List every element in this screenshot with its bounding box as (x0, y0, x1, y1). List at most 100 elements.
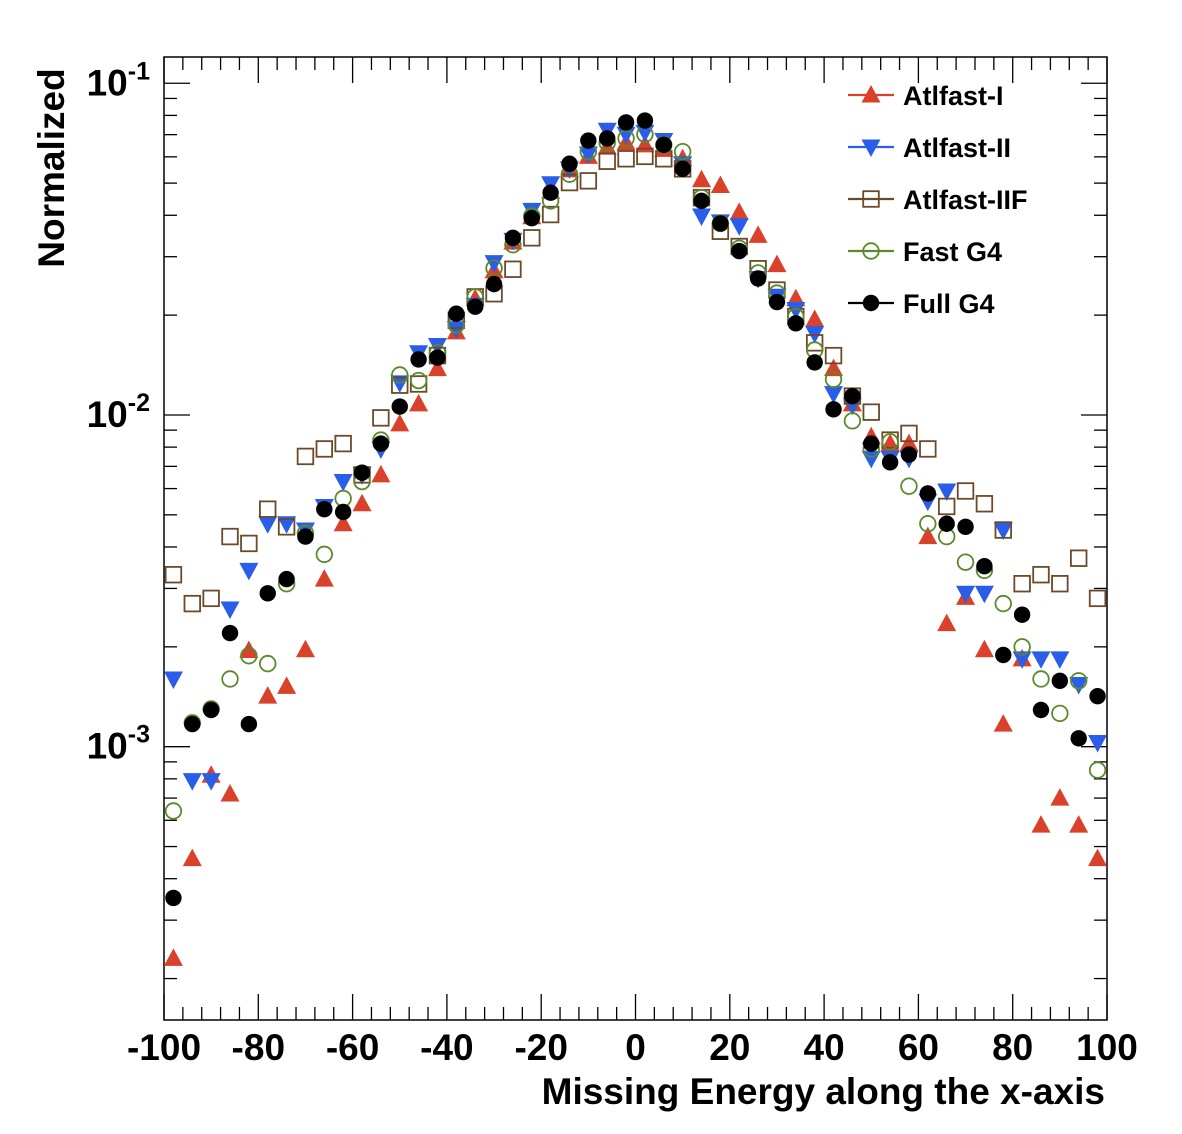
data-point (1070, 730, 1087, 747)
data-point (974, 639, 994, 658)
data-point (1013, 638, 1031, 656)
data-point (164, 802, 183, 820)
data-point (259, 500, 277, 518)
x-tick-label: 0 (625, 1027, 646, 1068)
data-point (390, 375, 410, 393)
data-point (277, 518, 296, 536)
data-point (1051, 704, 1069, 723)
data-point (976, 558, 993, 575)
data-point (542, 184, 559, 201)
data-point (259, 654, 277, 673)
data-point (1088, 848, 1108, 867)
data-point (446, 321, 466, 339)
legend-label: Fast G4 (903, 237, 1002, 267)
data-point (1069, 676, 1089, 695)
legend-marker (861, 139, 881, 157)
data-point (220, 601, 240, 620)
data-point (239, 640, 259, 658)
data-point (692, 208, 712, 226)
data-point (163, 948, 183, 966)
x-tick-label: 40 (804, 1027, 845, 1068)
legend-marker (862, 294, 880, 312)
data-point (1088, 761, 1107, 779)
data-point (314, 569, 334, 587)
data-point (1031, 815, 1051, 833)
data-point (937, 483, 957, 501)
data-point (578, 146, 598, 165)
y-axis-label: Normalized (31, 68, 72, 267)
data-point (277, 676, 297, 694)
data-point (372, 435, 390, 452)
data-point (673, 142, 692, 161)
data-point (881, 433, 899, 451)
series-full-g4 (165, 112, 1106, 907)
data-point (692, 169, 712, 188)
data-point (937, 613, 957, 632)
data-point (956, 482, 975, 500)
data-point (900, 424, 918, 443)
data-point (1088, 589, 1107, 608)
data-point (391, 376, 409, 394)
data-point (881, 454, 899, 471)
data-point (1089, 687, 1106, 705)
data-point (220, 784, 240, 802)
series-atlfast-ii (163, 122, 1108, 791)
data-point (844, 387, 861, 405)
data-point (580, 132, 597, 149)
data-point (937, 497, 956, 516)
series-fast-g4 (164, 125, 1107, 820)
data-point (1088, 734, 1108, 753)
data-point (523, 229, 541, 247)
data-point (334, 503, 352, 521)
data-point (579, 172, 598, 190)
data-point (786, 288, 806, 307)
data-point (805, 309, 825, 328)
data-point (862, 403, 880, 421)
data-point (1070, 549, 1088, 567)
data-point (163, 671, 183, 689)
data-point (994, 521, 1012, 539)
data-point (900, 477, 918, 495)
data-point (616, 126, 636, 145)
data-point (729, 218, 749, 236)
data-point (1013, 606, 1031, 623)
data-point (240, 715, 258, 733)
x-tick-label: 60 (898, 1027, 939, 1068)
data-point (484, 255, 504, 273)
data-point (278, 570, 295, 588)
data-point (880, 433, 900, 452)
data-point (333, 513, 353, 532)
data-point (899, 433, 919, 452)
data-point (561, 155, 578, 172)
data-point (1051, 672, 1069, 689)
data-point (334, 434, 352, 453)
data-point (975, 495, 994, 513)
x-tick-label: -60 (326, 1027, 379, 1068)
data-point (202, 589, 220, 608)
y-tick-label: 10-3 (87, 721, 150, 767)
data-point (994, 594, 1012, 613)
data-point (919, 485, 937, 502)
data-point (767, 254, 787, 273)
legend-marker (862, 242, 880, 260)
data-point (221, 624, 239, 642)
data-point (391, 366, 409, 384)
data-point (712, 215, 729, 232)
data-point (296, 447, 315, 466)
data-point (239, 562, 259, 581)
data-point (1069, 815, 1089, 833)
data-point (843, 412, 862, 430)
data-point (315, 440, 334, 458)
data-point (1013, 575, 1031, 593)
data-point (655, 136, 672, 154)
data-point (918, 526, 938, 545)
x-tick-label: -80 (232, 1027, 285, 1068)
data-point (956, 585, 976, 604)
data-point (201, 773, 221, 791)
y-tick-label: 10-1 (87, 57, 150, 103)
data-point (1012, 651, 1032, 669)
data-point (1051, 575, 1069, 593)
data-point (182, 848, 202, 867)
legend-marker (862, 190, 880, 208)
data-point (710, 175, 730, 193)
